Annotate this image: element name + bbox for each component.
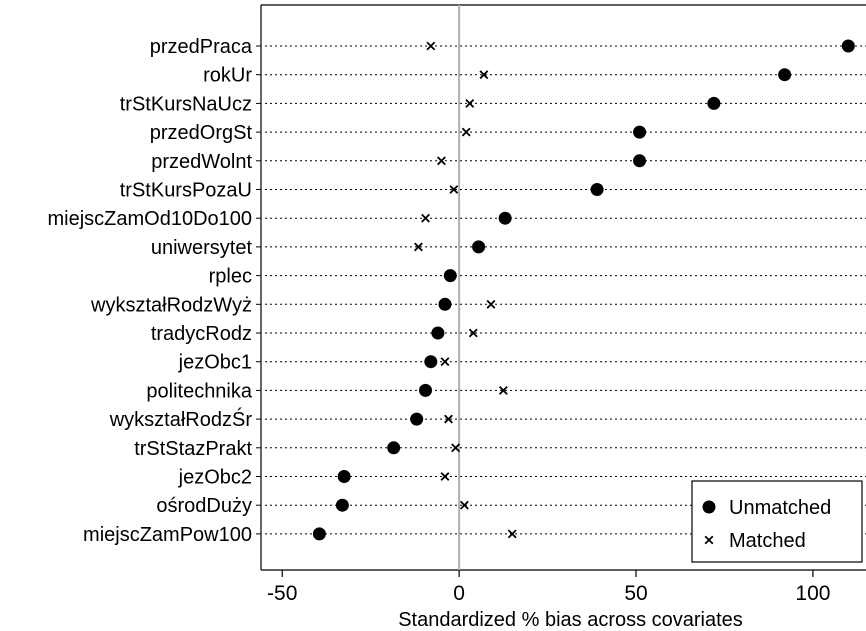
point-matched xyxy=(479,70,489,80)
point-unmatched xyxy=(431,326,445,340)
point-unmatched xyxy=(590,183,604,196)
point-matched xyxy=(468,328,478,338)
x-axis-title: Standardized % bias across covariates xyxy=(398,609,743,631)
covariate-label: trStKursNaUcz xyxy=(120,93,252,115)
point-unmatched xyxy=(498,211,512,225)
covariate-label: trStKursPozaU xyxy=(120,180,252,202)
point-matched xyxy=(498,385,508,395)
point-unmatched xyxy=(335,498,349,512)
point-unmatched xyxy=(424,355,438,369)
covariate-label: przedOrgSt xyxy=(150,122,253,144)
point-unmatched xyxy=(841,39,855,53)
point-unmatched xyxy=(707,96,721,110)
point-unmatched xyxy=(778,68,792,82)
point-unmatched xyxy=(410,412,424,426)
point-unmatched xyxy=(443,269,457,283)
point-matched xyxy=(437,156,446,166)
point-matched xyxy=(421,213,430,223)
x-tick-label: -50 xyxy=(267,582,297,605)
point-unmatched xyxy=(337,470,351,483)
point-matched xyxy=(444,414,453,424)
point-matched xyxy=(461,127,471,137)
point-matched xyxy=(440,472,450,481)
legend-marker-matched xyxy=(704,535,714,545)
covariate-label: rplec xyxy=(209,266,252,288)
point-unmatched xyxy=(438,297,452,311)
point-matched xyxy=(440,357,450,367)
legend-box xyxy=(691,480,863,563)
legend-label-unmatched: Unmatched xyxy=(729,497,831,519)
covariate-label: jezObc2 xyxy=(178,467,252,489)
point-matched xyxy=(459,500,469,510)
x-tick-label: 100 xyxy=(795,582,830,605)
legend-marker-unmatched xyxy=(702,500,716,514)
covariate-label: trStStazPrakt xyxy=(134,438,252,460)
point-unmatched xyxy=(312,527,326,541)
point-unmatched xyxy=(633,154,647,168)
point-matched xyxy=(465,98,475,108)
covariate-label: tradycRodz xyxy=(151,323,252,345)
x-tick-label: 50 xyxy=(624,582,647,605)
covariate-label: jezObc1 xyxy=(178,352,252,374)
covariate-label: miejscZamPow100 xyxy=(83,524,252,546)
covariate-label: przedWolnt xyxy=(151,151,252,173)
point-unmatched xyxy=(633,125,647,139)
point-matched xyxy=(486,299,496,309)
point-unmatched xyxy=(419,383,433,397)
covariate-label: wykształRodzWyż xyxy=(90,294,252,316)
covariate-label: uniwersytet xyxy=(151,237,253,259)
covariate-label: miejscZamOd10Do100 xyxy=(47,208,252,230)
covariate-label: politechnika xyxy=(146,380,253,402)
covariate-label: przedPraca xyxy=(150,36,253,58)
x-tick-label: 0 xyxy=(453,582,465,605)
point-matched xyxy=(451,443,461,453)
point-unmatched xyxy=(472,240,486,254)
point-matched xyxy=(414,242,423,252)
legend-label-matched: Matched xyxy=(729,530,806,552)
point-matched xyxy=(426,41,436,51)
covariate-label: wykształRodzŚr xyxy=(109,407,253,431)
point-unmatched xyxy=(387,441,401,455)
point-matched xyxy=(449,185,459,194)
covariate-label: ośrodDuży xyxy=(156,495,252,517)
covariate-label: rokUr xyxy=(203,65,252,87)
point-matched xyxy=(507,529,517,539)
